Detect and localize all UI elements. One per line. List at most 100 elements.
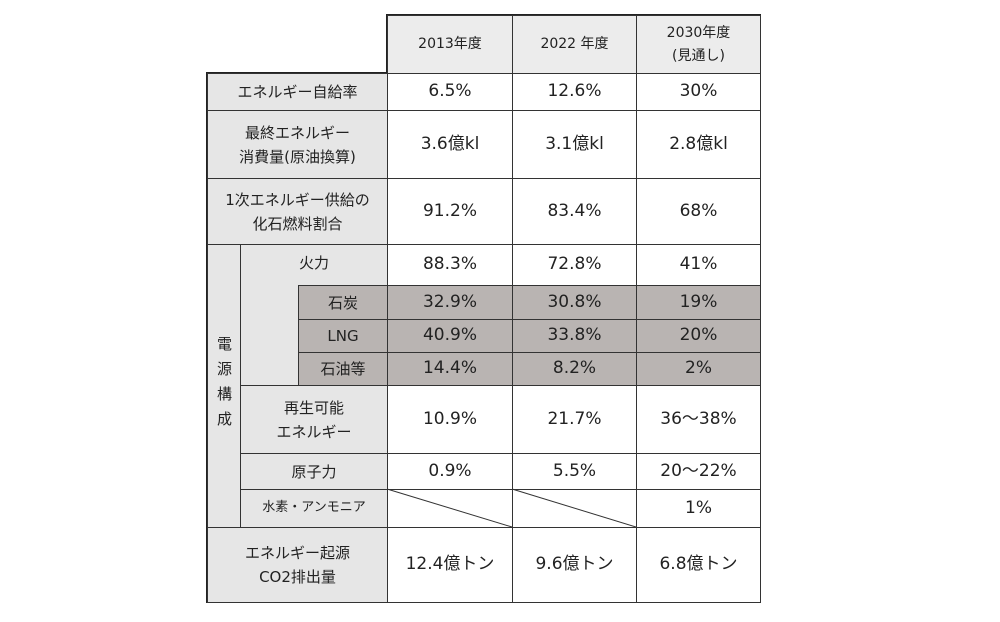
label-line: 石炭 xyxy=(327,293,358,312)
row-label: 火力 xyxy=(240,244,388,286)
value-cell: 5.5% xyxy=(512,453,637,490)
value-cell: 12.4億トン xyxy=(387,527,513,603)
value: 41% xyxy=(679,254,718,275)
value: 91.2% xyxy=(422,200,477,221)
label-line: エネルギー起源 xyxy=(244,544,350,562)
value: 40.9% xyxy=(422,325,477,346)
value-cell: 33.8% xyxy=(512,319,637,353)
value-cell: 72.8% xyxy=(512,244,637,286)
column-header: 2022 年度 xyxy=(512,15,637,74)
value-cell xyxy=(387,489,513,528)
value: 12.6% xyxy=(547,81,602,102)
value: 32.9% xyxy=(422,291,477,312)
value: 2% xyxy=(685,358,712,379)
label-line: LNG xyxy=(327,327,359,345)
label-line: 再生可能 xyxy=(283,398,344,417)
value-cell: 91.2% xyxy=(387,178,513,245)
row-label: 原子力 xyxy=(240,453,388,490)
value-cell: 6.5% xyxy=(387,73,513,111)
value: 30.8% xyxy=(547,291,602,312)
value-cell: 36〜38% xyxy=(636,385,761,454)
value: 83.4% xyxy=(547,200,602,221)
value: 14.4% xyxy=(422,358,477,379)
value: 21.7% xyxy=(547,408,602,429)
row-label: 石炭 xyxy=(298,285,388,320)
value: 3.6億kl xyxy=(420,133,480,154)
value-cell: 14.4% xyxy=(387,352,513,386)
value-cell: 2% xyxy=(636,352,761,386)
value-cell: 3.1億kl xyxy=(512,110,637,179)
row-label: 水素・アンモニア xyxy=(240,489,388,528)
value: 12.4億トン xyxy=(405,554,495,575)
value-cell: 21.7% xyxy=(512,385,637,454)
value-cell: 19% xyxy=(636,285,761,320)
value-cell: 0.9% xyxy=(387,453,513,490)
value: 2.8億kl xyxy=(669,133,728,154)
value-cell: 20〜22% xyxy=(636,453,761,490)
label-line: 化石燃料割合 xyxy=(252,214,343,233)
label-line: 消費量(原油換算) xyxy=(239,147,356,166)
row-label: 最終エネルギー 消費量(原油換算) xyxy=(207,110,388,179)
label-line: 石油等 xyxy=(320,360,366,378)
label-line: 水素・アンモニア xyxy=(262,500,366,516)
value-cell: 1% xyxy=(636,489,761,528)
value-cell xyxy=(512,489,637,528)
header-line: (見通し) xyxy=(672,47,725,64)
header-line: 2022 年度 xyxy=(540,36,609,53)
value: 88.3% xyxy=(422,254,477,275)
row-label: 1次エネルギー供給の 化石燃料割合 xyxy=(207,178,388,245)
header-line: 2030年度 xyxy=(666,25,731,42)
value: 3.1億kl xyxy=(545,133,604,154)
row-label: 石油等 xyxy=(298,352,388,386)
value-cell: 83.4% xyxy=(512,178,637,245)
value: 6.8億トン xyxy=(659,554,738,575)
row-label: LNG xyxy=(298,319,388,353)
group-label: 電源構成 xyxy=(207,244,241,528)
value: 1% xyxy=(685,497,712,518)
value: 9.6億トン xyxy=(535,554,614,575)
row-label: 再生可能 エネルギー xyxy=(240,385,388,454)
value-cell: 9.6億トン xyxy=(512,527,637,603)
value-cell: 6.8億トン xyxy=(636,527,761,603)
value: 36〜38% xyxy=(660,408,737,429)
label-line: 火力 xyxy=(298,254,329,272)
value-cell: 30% xyxy=(636,73,761,111)
column-header: 2030年度 (見通し) xyxy=(636,15,761,74)
value: 68% xyxy=(679,200,718,221)
value-cell: 8.2% xyxy=(512,352,637,386)
value-cell: 3.6億kl xyxy=(387,110,513,179)
label-line: エネルギー xyxy=(276,422,352,441)
value: 20% xyxy=(679,325,718,346)
label-line: エネルギー自給率 xyxy=(237,83,358,101)
row-label: エネルギー起源 CO2排出量 xyxy=(207,527,388,603)
value-cell: 40.9% xyxy=(387,319,513,353)
value-cell: 88.3% xyxy=(387,244,513,286)
value-cell: 32.9% xyxy=(387,285,513,320)
row-label: エネルギー自給率 xyxy=(207,73,388,111)
value: 6.5% xyxy=(428,81,472,102)
value: 33.8% xyxy=(547,325,602,346)
group-text: 電源構成 xyxy=(215,336,233,436)
value: 19% xyxy=(679,291,718,312)
value: 8.2% xyxy=(552,358,597,379)
label-line: 1次エネルギー供給の xyxy=(225,190,370,209)
value: 20〜22% xyxy=(660,460,737,481)
label-line: CO2排出量 xyxy=(259,568,336,586)
indent-spacer xyxy=(240,285,299,386)
value-cell: 10.9% xyxy=(387,385,513,454)
label-line: 最終エネルギー xyxy=(244,123,350,142)
label-line: 原子力 xyxy=(291,462,337,481)
value-cell: 12.6% xyxy=(512,73,637,111)
value-cell: 30.8% xyxy=(512,285,637,320)
value: 5.5% xyxy=(552,460,597,481)
value: 10.9% xyxy=(422,408,477,429)
value-cell: 20% xyxy=(636,319,761,353)
value-cell: 41% xyxy=(636,244,761,286)
column-header: 2013年度 xyxy=(387,15,513,74)
value: 30% xyxy=(679,81,718,102)
header-line: 2013年度 xyxy=(418,36,482,53)
value-cell: 2.8億kl xyxy=(636,110,761,179)
value: 0.9% xyxy=(428,460,472,481)
value: 72.8% xyxy=(547,254,602,275)
